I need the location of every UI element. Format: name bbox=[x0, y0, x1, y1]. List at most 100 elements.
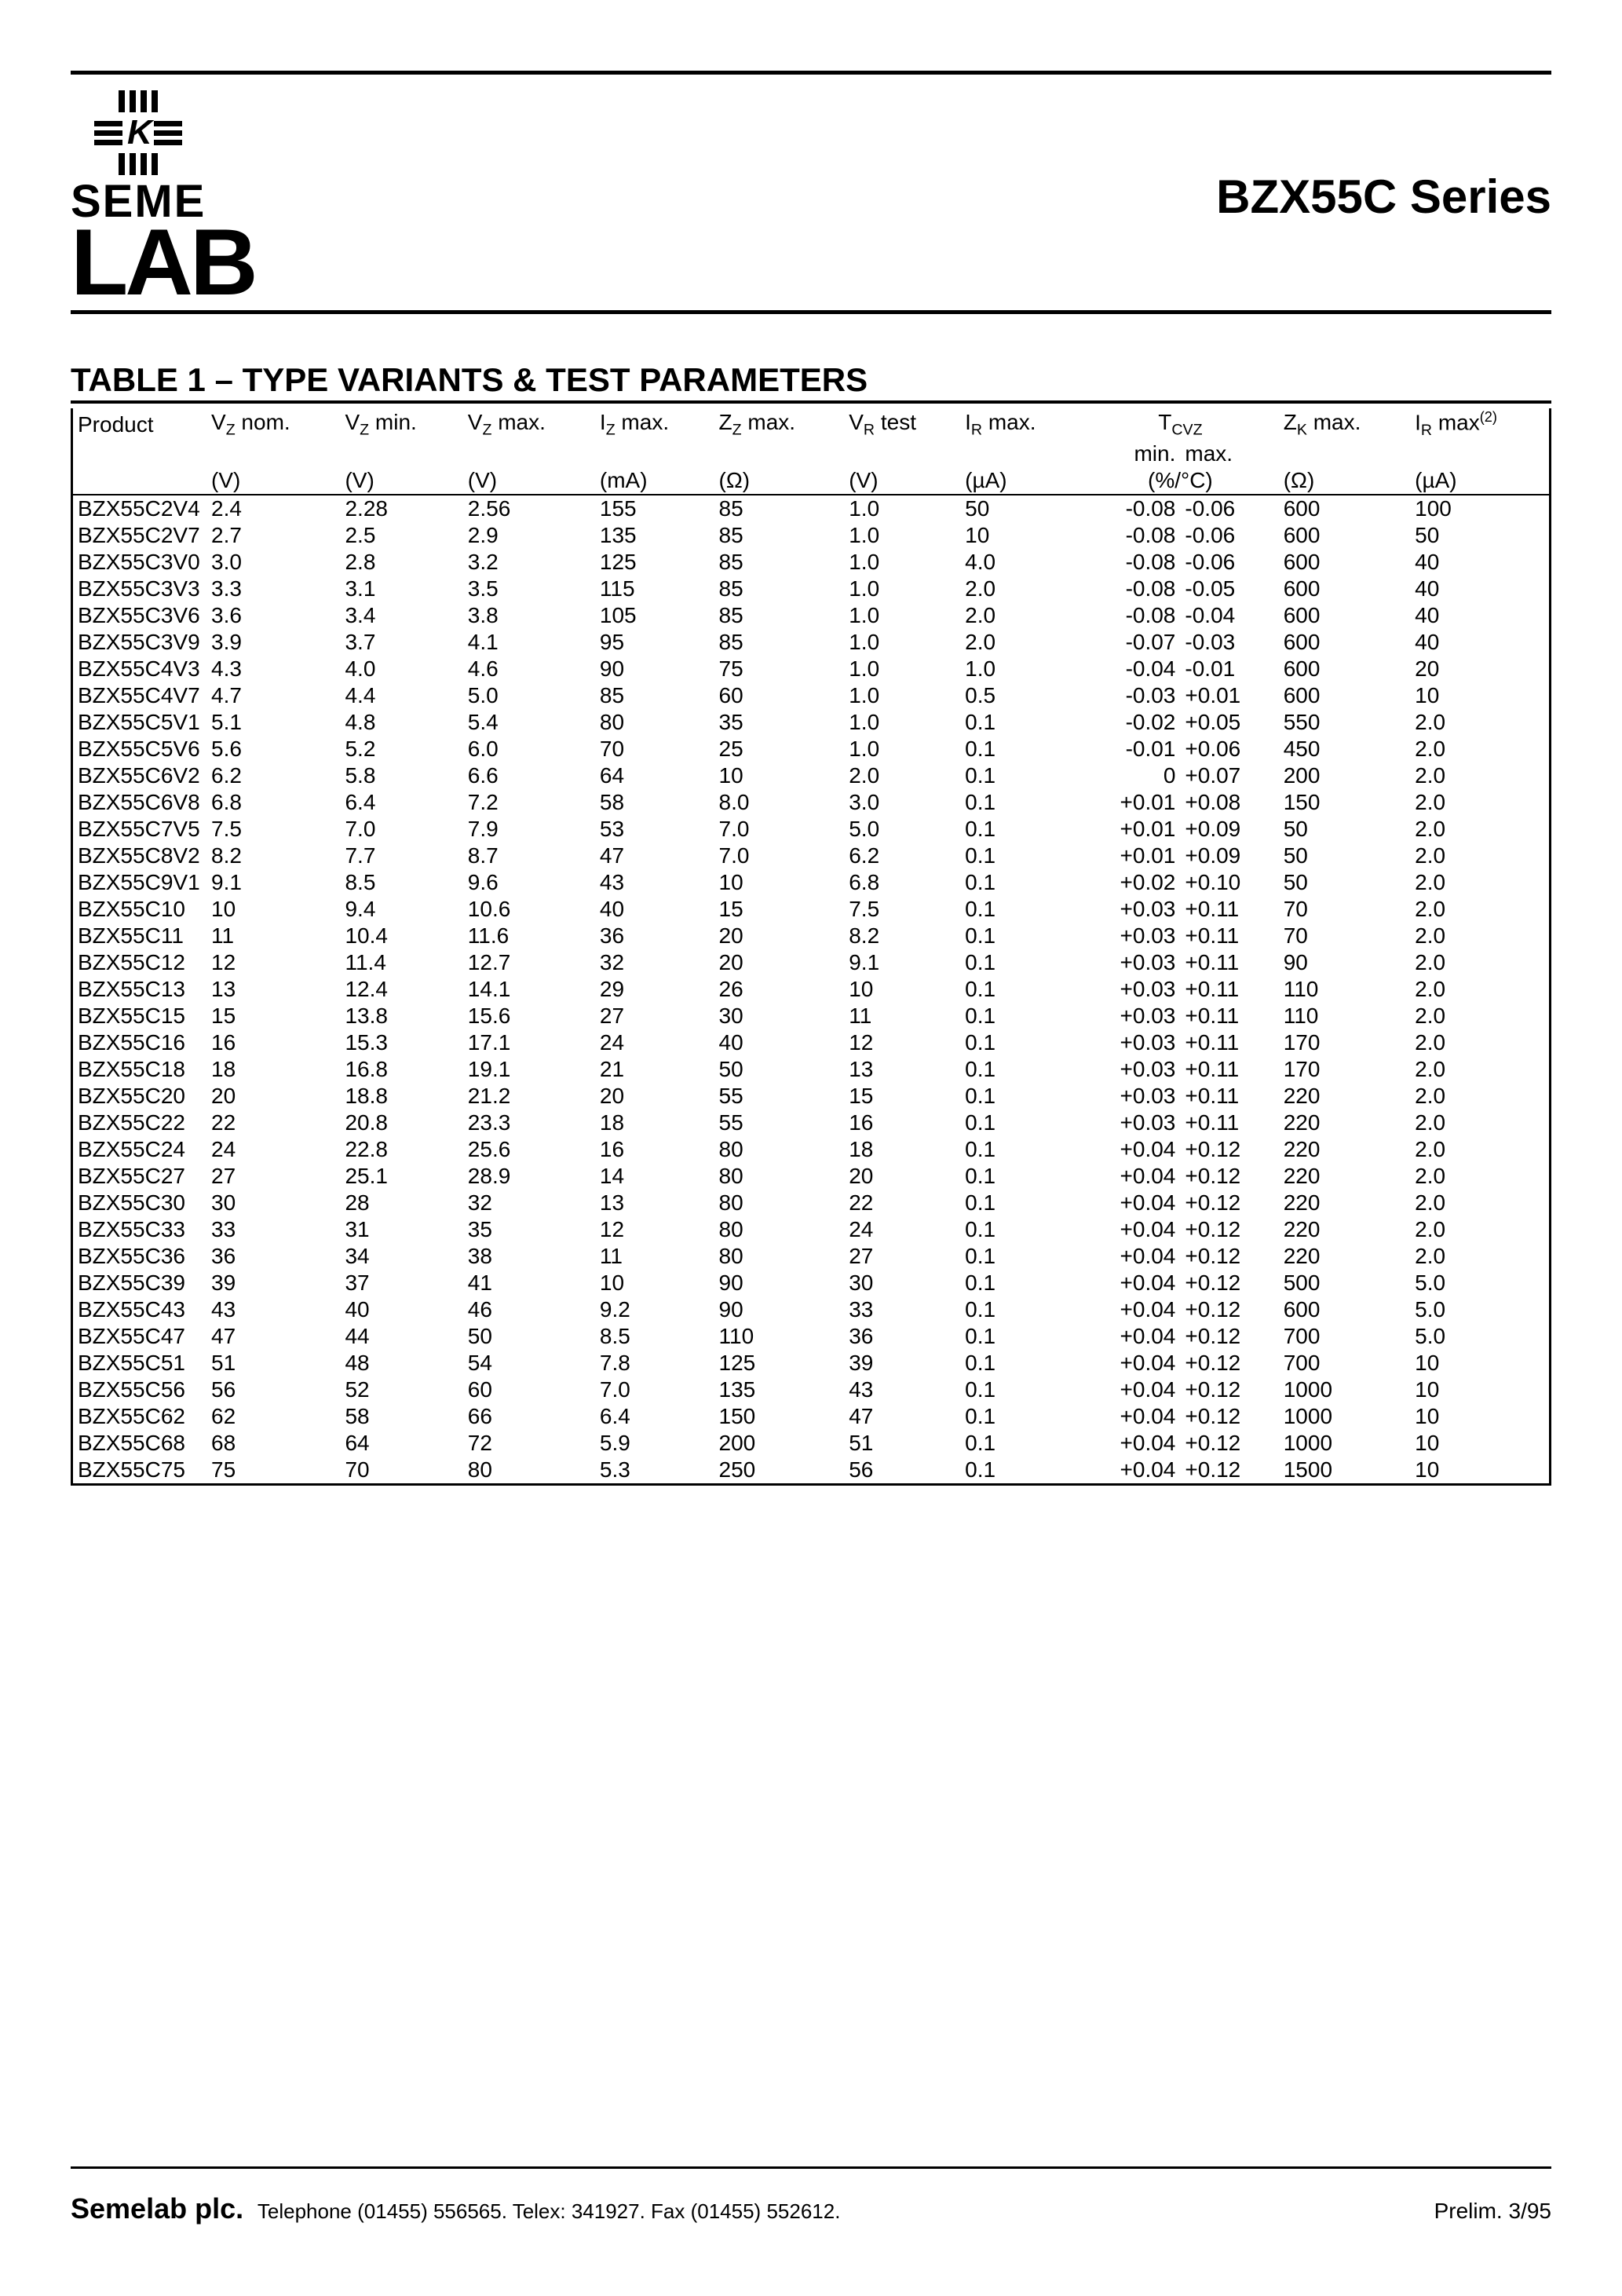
table-cell: +0.12 bbox=[1180, 1163, 1278, 1190]
table-cell: +0.11 bbox=[1180, 1083, 1278, 1110]
table-cell: +0.12 bbox=[1180, 1377, 1278, 1403]
table-cell: -0.07 bbox=[1082, 629, 1180, 656]
table-cell: 170 bbox=[1279, 1056, 1410, 1083]
table-cell: 0.1 bbox=[960, 789, 1082, 816]
table-cell: 20 bbox=[595, 1083, 714, 1110]
table-cell: +0.12 bbox=[1180, 1136, 1278, 1163]
table-cell: BZX55C5V1 bbox=[73, 709, 206, 736]
table-cell: 75 bbox=[206, 1457, 340, 1483]
table-cell: 125 bbox=[595, 549, 714, 576]
table-row: BZX55C7V57.57.07.9537.05.00.1+0.01+0.095… bbox=[73, 816, 1549, 843]
table-cell: 58 bbox=[595, 789, 714, 816]
table-cell: 16 bbox=[595, 1136, 714, 1163]
table-cell: 29 bbox=[595, 976, 714, 1003]
table-cell: +0.11 bbox=[1180, 976, 1278, 1003]
table-cell: +0.07 bbox=[1180, 762, 1278, 789]
tcvz-max-label: max. bbox=[1180, 441, 1278, 467]
table-cell: 68 bbox=[206, 1430, 340, 1457]
footer-docref: Prelim. 3/95 bbox=[1434, 2199, 1551, 2224]
table-cell: 25.1 bbox=[340, 1163, 462, 1190]
table-cell: 600 bbox=[1279, 656, 1410, 682]
table-cell: +0.12 bbox=[1180, 1457, 1278, 1483]
table-cell: BZX55C36 bbox=[73, 1243, 206, 1270]
table-cell: 2.0 bbox=[1410, 923, 1549, 949]
table-cell: BZX55C62 bbox=[73, 1403, 206, 1430]
table-cell: 2.0 bbox=[1410, 1110, 1549, 1136]
table-cell: 5.0 bbox=[1410, 1323, 1549, 1350]
col-vz-min: VZ min. bbox=[340, 408, 462, 441]
table-cell: BZX55C12 bbox=[73, 949, 206, 976]
table-row: BZX55C626258666.4150470.1+0.04+0.1210001… bbox=[73, 1403, 1549, 1430]
unit-vz-nom: (V) bbox=[206, 467, 340, 495]
table-cell: 13 bbox=[206, 976, 340, 1003]
table-cell: 2.0 bbox=[960, 602, 1082, 629]
table-cell: 10 bbox=[206, 896, 340, 923]
table-cell: 4.0 bbox=[340, 656, 462, 682]
table-cell: 13 bbox=[595, 1190, 714, 1216]
table-cell: 2.4 bbox=[206, 495, 340, 522]
table-cell: 20.8 bbox=[340, 1110, 462, 1136]
table-cell: 6.8 bbox=[844, 869, 960, 896]
table-cell: 50 bbox=[714, 1056, 845, 1083]
table-cell: 600 bbox=[1279, 682, 1410, 709]
table-cell: 6.4 bbox=[595, 1403, 714, 1430]
table-cell: -0.08 bbox=[1082, 602, 1180, 629]
table-cell: 0.1 bbox=[960, 1323, 1082, 1350]
table-cell: +0.12 bbox=[1180, 1190, 1278, 1216]
table-row: BZX55C565652607.0135430.1+0.04+0.1210001… bbox=[73, 1377, 1549, 1403]
table-row: BZX55C111110.411.636208.20.1+0.03+0.1170… bbox=[73, 923, 1549, 949]
table-cell: 100 bbox=[1410, 495, 1549, 522]
footer-contact: Telephone (01455) 556565. Telex: 341927.… bbox=[258, 2199, 841, 2223]
table-cell: +0.09 bbox=[1180, 816, 1278, 843]
table-cell: +0.11 bbox=[1180, 1003, 1278, 1029]
page-footer: Semelab plc. Telephone (01455) 556565. T… bbox=[71, 2166, 1551, 2225]
table-cell: 8.2 bbox=[844, 923, 960, 949]
table-cell: 1.0 bbox=[844, 656, 960, 682]
table-cell: 80 bbox=[714, 1136, 845, 1163]
table-cell: 90 bbox=[714, 1296, 845, 1323]
table-cell: +0.12 bbox=[1180, 1403, 1278, 1430]
table-cell: 0.1 bbox=[960, 1430, 1082, 1457]
table-row: BZX55C10109.410.640157.50.1+0.03+0.11702… bbox=[73, 896, 1549, 923]
table-cell: +0.04 bbox=[1082, 1403, 1180, 1430]
table-cell: +0.04 bbox=[1082, 1190, 1180, 1216]
table-cell: 250 bbox=[714, 1457, 845, 1483]
table-cell: 90 bbox=[714, 1270, 845, 1296]
table-cell: 90 bbox=[1279, 949, 1410, 976]
table-cell: 30 bbox=[844, 1270, 960, 1296]
table-cell: 4.4 bbox=[340, 682, 462, 709]
table-cell: 5.1 bbox=[206, 709, 340, 736]
col-ir-max2: IR max(2) bbox=[1410, 408, 1549, 441]
table-cell: 2.0 bbox=[1410, 896, 1549, 923]
table-cell: 51 bbox=[844, 1430, 960, 1457]
table-row: BZX55C3V93.93.74.195851.02.0-0.07-0.0360… bbox=[73, 629, 1549, 656]
table-row: BZX55C121211.412.732209.10.1+0.03+0.1190… bbox=[73, 949, 1549, 976]
table-cell: 50 bbox=[1410, 522, 1549, 549]
table-cell: 3.1 bbox=[340, 576, 462, 602]
table-cell: +0.12 bbox=[1180, 1323, 1278, 1350]
table-cell: 7.0 bbox=[340, 816, 462, 843]
table-cell: 7.0 bbox=[714, 816, 845, 843]
table-cell: 75 bbox=[714, 656, 845, 682]
table-cell: 60 bbox=[714, 682, 845, 709]
table-cell: 95 bbox=[595, 629, 714, 656]
table-cell: 0.1 bbox=[960, 1457, 1082, 1483]
table-cell: 4.8 bbox=[340, 709, 462, 736]
table-cell: 3.7 bbox=[340, 629, 462, 656]
table-cell: 4.1 bbox=[463, 629, 595, 656]
table-row: BZX55C2V42.42.282.56155851.050-0.08-0.06… bbox=[73, 495, 1549, 522]
table-cell: -0.03 bbox=[1180, 629, 1278, 656]
table-cell: BZX55C16 bbox=[73, 1029, 206, 1056]
table-cell: 2.7 bbox=[206, 522, 340, 549]
table-cell: 11 bbox=[206, 923, 340, 949]
table-cell: 39 bbox=[844, 1350, 960, 1377]
table-cell: 13.8 bbox=[340, 1003, 462, 1029]
table-cell: 10 bbox=[844, 976, 960, 1003]
table-cell: 85 bbox=[714, 602, 845, 629]
table-row: BZX55C161615.317.12440120.1+0.03+0.11170… bbox=[73, 1029, 1549, 1056]
table-cell: +0.12 bbox=[1180, 1350, 1278, 1377]
table-cell: BZX55C4V3 bbox=[73, 656, 206, 682]
table-cell: 5.0 bbox=[1410, 1296, 1549, 1323]
table-cell: 12 bbox=[844, 1029, 960, 1056]
table-cell: 28 bbox=[340, 1190, 462, 1216]
